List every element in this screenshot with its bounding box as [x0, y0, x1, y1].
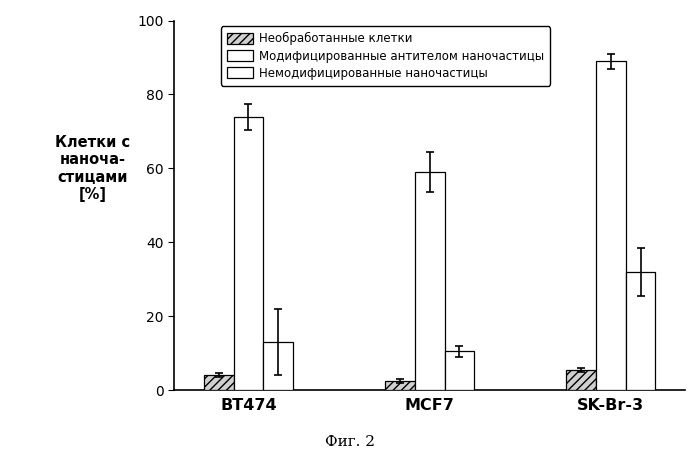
Legend: Необработанные клетки, Модифицированные антителом наночастицы, Немодифицированны: Необработанные клетки, Модифицированные … — [221, 27, 550, 86]
Y-axis label: Клетки с
наноча-
стицами
[%]: Клетки с наноча- стицами [%] — [55, 135, 130, 202]
Text: Фиг. 2: Фиг. 2 — [325, 436, 375, 450]
Bar — [415, 172, 444, 390]
Bar — [444, 351, 474, 390]
Bar — [234, 117, 263, 390]
Bar — [263, 342, 293, 390]
Bar — [566, 370, 596, 390]
Bar — [596, 61, 626, 390]
Bar — [385, 381, 415, 390]
Bar — [626, 272, 655, 390]
Bar — [204, 375, 234, 390]
